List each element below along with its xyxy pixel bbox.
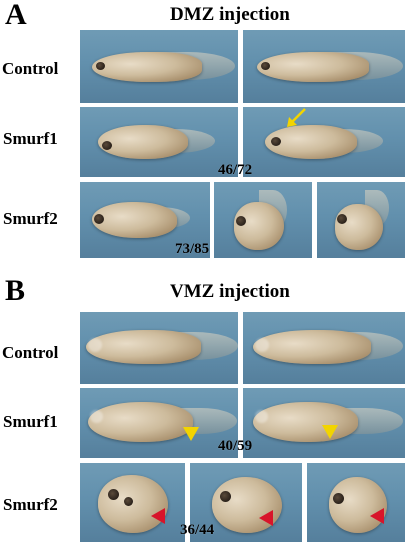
panel-a-smurf1-ratio: 46/72 <box>218 162 253 178</box>
panel-a-smurf2-photo-1 <box>80 182 210 258</box>
panel-a-smurf2-label: Smurf2 <box>3 209 58 228</box>
panel-b-title: VMZ injection <box>170 281 290 302</box>
panel-b-letter: B <box>5 274 26 307</box>
yellow-arrowhead-icon <box>183 427 199 441</box>
panel-a-smurf1-label: Smurf1 <box>3 129 58 148</box>
panel-a-control-label: Control <box>2 59 59 78</box>
panel-b-control-label: Control <box>2 343 59 362</box>
panel-a-control-photo-2 <box>243 30 405 103</box>
red-arrowhead-icon <box>151 508 165 524</box>
panel-b-smurf1-photo-2 <box>243 388 405 458</box>
panel-a-letter: A <box>5 0 27 31</box>
panel-b-smurf2-photo-3 <box>307 463 405 542</box>
panel-b-smurf1-photo-1 <box>80 388 238 458</box>
panel-b-smurf2-photo-1 <box>80 463 185 542</box>
panel-a-smurf1-photo-2 <box>243 107 405 177</box>
panel-b-smurf2-photo-2 <box>190 463 302 542</box>
yellow-arrow-icon <box>287 108 306 127</box>
panel-a-smurf2-photo-2 <box>214 182 312 258</box>
panel-b-smurf1-label: Smurf1 <box>3 412 58 431</box>
panel-a-smurf2-photo-3 <box>317 182 405 258</box>
red-arrowhead-icon <box>259 510 273 526</box>
panel-a-control-photo-1 <box>80 30 238 103</box>
panel-b-smurf1-ratio: 40/59 <box>218 438 253 454</box>
yellow-arrowhead-icon <box>322 425 338 439</box>
panel-b-smurf2-ratio: 36/44 <box>180 522 215 538</box>
panel-a-smurf1-photo-1 <box>80 107 238 177</box>
panel-a-smurf2-ratio: 73/85 <box>175 241 210 257</box>
panel-b-smurf2-label: Smurf2 <box>3 495 58 514</box>
panel-b-control-photo-2 <box>243 312 405 384</box>
panel-a-title: DMZ injection <box>170 4 290 25</box>
red-arrowhead-icon <box>370 508 384 524</box>
panel-b-control-photo-1 <box>80 312 238 384</box>
